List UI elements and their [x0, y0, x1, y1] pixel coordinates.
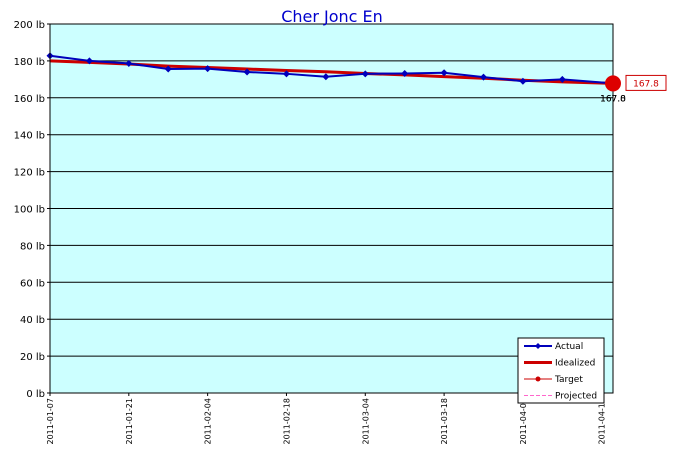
y-tick-label: 180 lb [14, 57, 45, 68]
x-tick-label: 2011-02-04 [204, 398, 213, 445]
legend-label: Idealized [555, 359, 595, 369]
data-point-actual [164, 65, 172, 73]
data-point-actual [282, 70, 290, 78]
data-point-actual [322, 73, 330, 81]
y-tick-label: 20 lb [20, 352, 45, 363]
y-tick-label: 100 lb [14, 205, 45, 216]
legend-label: Projected [555, 392, 597, 402]
legend-marker [535, 343, 541, 349]
data-point-actual [480, 73, 488, 81]
end-value-label: 167.0 [600, 94, 626, 104]
legend-label: Target [554, 375, 583, 385]
data-point-actual [204, 65, 212, 73]
end-value-label: 167.8 [600, 94, 626, 104]
legend-box [517, 337, 605, 404]
y-axis-ticks: 0 lb 20 lb 40 lb 60 lb 80 lb 100 lb 120 lb 140 … [14, 20, 50, 400]
data-point-actual [558, 75, 566, 83]
y-tick-label: 40 lb [20, 315, 45, 326]
x-tick-label: 2011-03-04 [361, 398, 370, 445]
x-tick-label: 2011-02-18 [282, 398, 291, 445]
x-tick-label: 2011-01-21 [125, 398, 134, 445]
x-tick-label: 2011-01-07 [46, 398, 55, 445]
data-point-actual [125, 59, 133, 67]
callout-box [625, 74, 667, 91]
callout-label: 167.8 [633, 79, 659, 89]
x-tick-label: 2011-04-01 [519, 398, 528, 445]
data-point-actual [85, 57, 93, 65]
y-tick-label: 120 lb [14, 168, 45, 179]
data-point-actual [519, 77, 527, 85]
legend-label: Actual [555, 342, 583, 352]
y-tick-label: 140 lb [14, 131, 45, 142]
legend-marker [535, 376, 541, 382]
y-tick-label: 0 lb [26, 389, 45, 400]
plot-border [49, 23, 614, 394]
data-point-actual [243, 68, 251, 76]
y-tick-label: 160 lb [14, 94, 45, 105]
legend: Actual Idealized Target Projected [517, 337, 605, 404]
data-point-actual [401, 69, 409, 77]
chart-title: Cher Jonc En [281, 7, 383, 26]
y-tick-label: 200 lb [14, 20, 45, 31]
x-tick-label: 2011-04-15 [598, 398, 607, 445]
y-tick-label: 60 lb [20, 278, 45, 289]
data-point-actual [440, 69, 448, 77]
y-tick-label: 80 lb [20, 241, 45, 252]
x-tick-label: 2011-03-18 [440, 398, 449, 445]
end-marker [605, 75, 621, 92]
data-point-actual [361, 70, 369, 78]
